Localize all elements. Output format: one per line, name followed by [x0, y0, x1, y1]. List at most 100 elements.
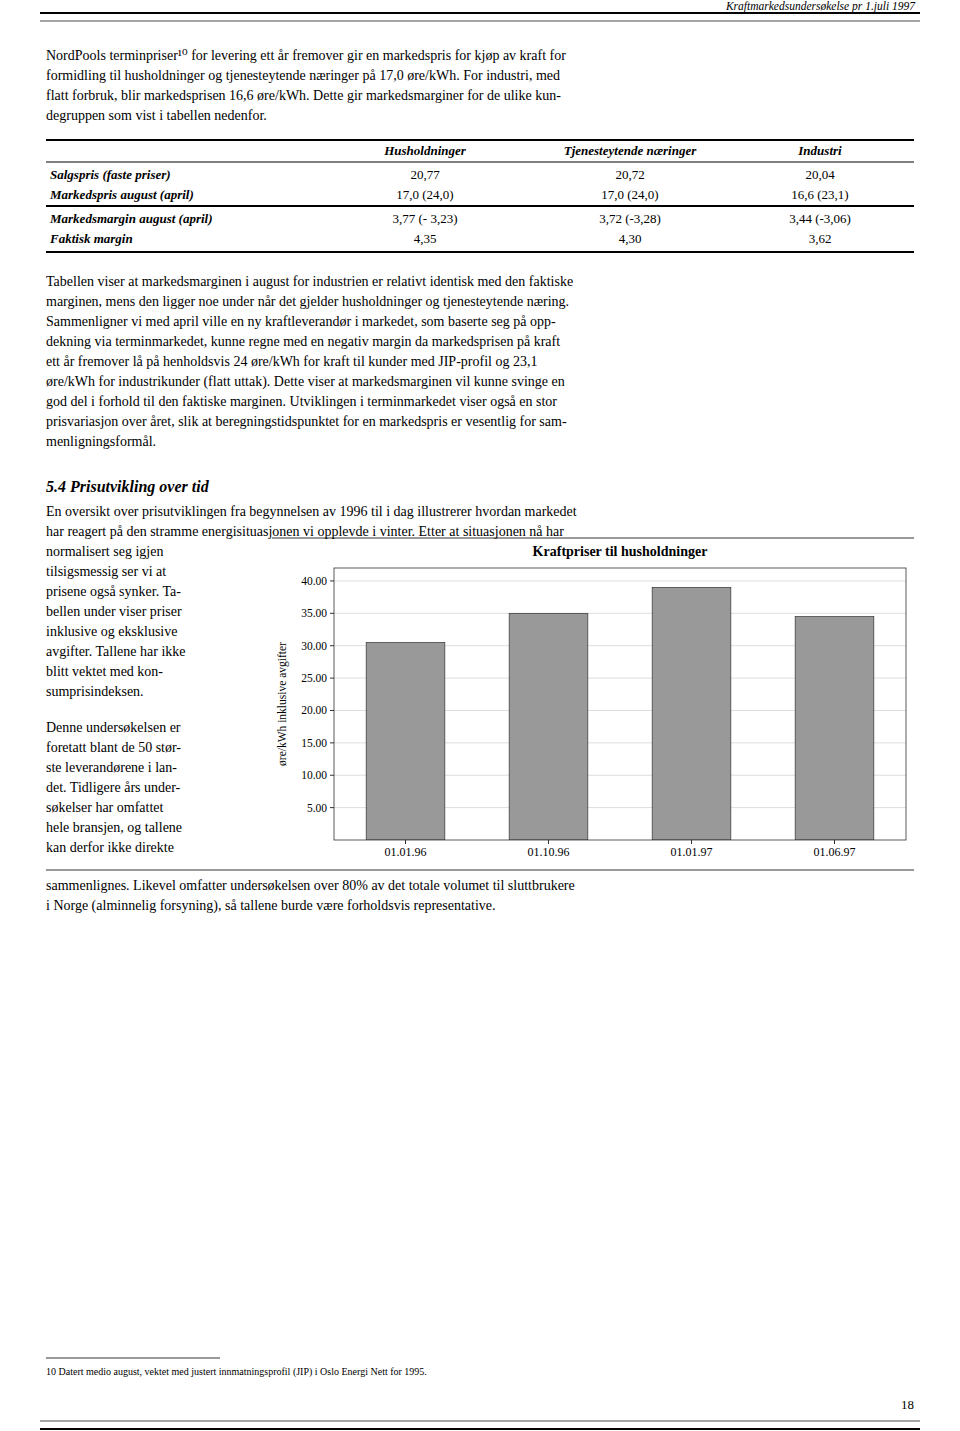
- table-header: Husholdninger: [383, 143, 467, 158]
- y-tick-label: 25.00: [301, 672, 327, 684]
- column-line: avgifter. Tallene har ikke: [46, 644, 185, 659]
- page: Kraftmarkedsundersøkelse pr 1.juli 1997 N…: [0, 0, 960, 1431]
- column-line: tilsigsmessig ser vi at: [46, 564, 166, 579]
- column-line: ste leverandørene i lan-: [46, 760, 177, 775]
- top-border-thin: [40, 21, 920, 22]
- y-tick-label: 35.00: [301, 607, 327, 619]
- table-rule-top: [46, 139, 914, 141]
- bottom-line: sammenlignes. Likevel omfatter undersøke…: [46, 878, 575, 893]
- table-row-label: Markedspris august (april): [49, 187, 194, 202]
- bar: [795, 617, 874, 840]
- section-line: har reagert på den stramme energisituasj…: [46, 524, 564, 539]
- table-row-label: Faktisk margin: [49, 231, 133, 246]
- body-line: Sammenligner vi med april ville en ny kr…: [46, 314, 556, 329]
- column-line: kan derfor ikke direkte: [46, 840, 174, 855]
- column-line: sumprisindeksen.: [46, 684, 144, 699]
- body-line: øre/kWh for industrikunder (flatt uttak)…: [46, 374, 565, 390]
- grid-line: [334, 580, 906, 581]
- y-tick: [330, 645, 334, 646]
- table-header: Industri: [797, 143, 842, 158]
- body-line: Tabellen viser at markedsmarginen i augu…: [46, 274, 573, 289]
- table-cell: 4,30: [619, 231, 642, 246]
- column-line: det. Tidligere års under-: [46, 780, 181, 795]
- y-tick: [330, 580, 334, 581]
- y-tick-label: 10.00: [301, 769, 327, 781]
- table-cell: 16,6 (23,1): [791, 187, 848, 202]
- table-cell: 17,0 (24,0): [396, 187, 453, 202]
- column-line: prisene også synker. Ta-: [46, 584, 181, 599]
- table-rule-header: [46, 162, 914, 163]
- column-line: normalisert seg igjen: [46, 544, 163, 559]
- y-tick-label: 20.00: [301, 704, 327, 716]
- body-line: menligningsformål.: [46, 434, 156, 449]
- column-line: inklusive og eksklusive: [46, 624, 177, 639]
- table-cell: 20,72: [615, 167, 644, 182]
- y-tick-label: 40.00: [301, 575, 327, 587]
- column-line: blitt vektet med kon-: [46, 664, 163, 679]
- table-cell: 3,44 (-3,06): [789, 211, 851, 226]
- y-tick: [330, 807, 334, 808]
- table-header: Tjenesteytende næringer: [564, 143, 697, 158]
- table-cell: 4,35: [414, 231, 437, 246]
- x-tick: [405, 840, 406, 844]
- y-tick-label: 15.00: [301, 737, 327, 749]
- chart-title: Kraftpriser til husholdninger: [533, 544, 708, 559]
- x-tick-label: 01.01.97: [671, 845, 713, 859]
- y-axis-label: øre/kWh inklusive avgifter: [276, 642, 289, 766]
- section-header: 5.4 Prisutvikling over tid: [46, 478, 210, 496]
- y-tick: [330, 775, 334, 776]
- grid-line: [334, 613, 906, 614]
- intro-line: degruppen som vist i tabellen nedenfor.: [46, 108, 267, 123]
- x-tick-label: 01.10.96: [528, 845, 570, 859]
- y-tick: [330, 742, 334, 743]
- table-cell: 3,77 (- 3,23): [393, 211, 458, 226]
- chart-separator: [46, 870, 914, 871]
- bottom-border-thin: [40, 1421, 920, 1422]
- bar: [366, 642, 445, 840]
- table-rule-bottom: [46, 251, 914, 253]
- page-header: Kraftmarkedsundersøkelse pr 1.juli 1997: [725, 0, 916, 13]
- table-row-label: Markedsmargin august (april): [49, 211, 213, 226]
- footnote: 10 Datert medio august, vektet med juste…: [46, 1366, 427, 1378]
- background: [0, 0, 960, 1431]
- body-line: marginen, mens den ligger noe under når …: [46, 294, 569, 309]
- plot-frame: [334, 568, 906, 840]
- intro-line: flatt forbruk, blir markedsprisen 16,6 ø…: [46, 88, 561, 103]
- bottom-border: [40, 1428, 920, 1430]
- body-line: prisvariasjon over året, slik at beregni…: [46, 414, 567, 429]
- y-tick-label: 30.00: [301, 640, 327, 652]
- table-rule-separator: [46, 205, 914, 207]
- y-tick: [330, 710, 334, 711]
- x-tick-label: 01.06.97: [814, 845, 856, 859]
- page-number: 18: [901, 1397, 914, 1412]
- y-tick: [330, 678, 334, 679]
- intro-line: formidling til husholdninger og tjeneste…: [46, 68, 560, 83]
- x-tick-label: 01.01.96: [385, 845, 427, 859]
- x-tick: [834, 840, 835, 844]
- body-line: god del i forhold til den faktiske margi…: [46, 394, 557, 409]
- y-tick: [330, 613, 334, 614]
- table-cell: 20,04: [805, 167, 835, 182]
- x-tick: [548, 840, 549, 844]
- table-cell: 20,77: [410, 167, 440, 182]
- table-cell: 3,62: [809, 231, 832, 246]
- y-tick-label: 5.00: [307, 802, 327, 814]
- top-border: [40, 12, 920, 14]
- body-line: ett år fremover lå på henholdsvis 24 øre…: [46, 354, 537, 369]
- section-line: En oversikt over prisutviklingen fra beg…: [46, 504, 577, 519]
- table-row-label: Salgspris (faste priser): [50, 167, 171, 182]
- column-line: Denne undersøkelsen er: [46, 720, 181, 735]
- column-line: bellen under viser priser: [46, 604, 182, 619]
- chart: Kraftpriser til husholdninger øre/kWh ink…: [276, 544, 906, 859]
- bottom-line: i Norge (alminnelig forsyning), så talle…: [46, 898, 496, 914]
- intro-line: NordPools terminpriser¹⁰ for levering et…: [46, 48, 566, 63]
- column-line: søkelser har omfattet: [46, 800, 164, 815]
- footnote-rule: [46, 1358, 220, 1359]
- bar: [509, 613, 588, 840]
- bar: [652, 587, 731, 840]
- table-cell: 17,0 (24,0): [601, 187, 658, 202]
- column-line: foretatt blant de 50 stør-: [46, 740, 181, 755]
- x-tick: [691, 840, 692, 844]
- body-line: dekning via terminmarkedet, kunne regne …: [46, 334, 560, 349]
- table-cell: 3,72 (-3,28): [599, 211, 661, 226]
